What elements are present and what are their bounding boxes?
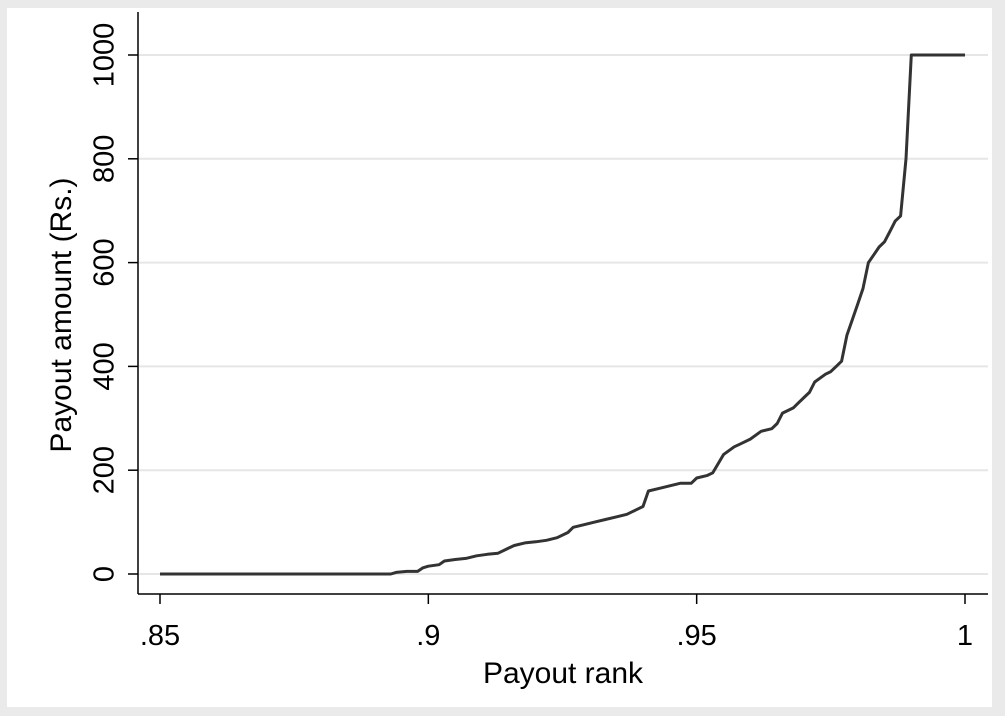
- series-group: [160, 53, 965, 576]
- y-tick-label: 800: [89, 135, 121, 183]
- series-line: [160, 53, 965, 576]
- axes: [137, 12, 988, 595]
- x-ticks: .85 .9 .95 1: [140, 594, 973, 652]
- y-tick-label: 200: [89, 446, 121, 494]
- x-tick-label: .9: [416, 620, 440, 652]
- y-tick-label: 1000: [89, 23, 121, 88]
- y-tick-label: 0: [89, 566, 121, 582]
- plot-area: [7, 8, 992, 707]
- y-axis-title: Payout amount (Rs.): [45, 177, 78, 452]
- x-axis-title: Payout rank: [483, 657, 644, 690]
- x-tick-label: 1: [957, 620, 973, 652]
- x-tick-label: .95: [677, 620, 717, 652]
- x-tick-label: .85: [140, 620, 180, 652]
- y-tick-label: 600: [89, 238, 121, 286]
- y-tick-label: 400: [89, 342, 121, 390]
- y-ticks: 0 200 400 600 800 1000: [89, 23, 138, 582]
